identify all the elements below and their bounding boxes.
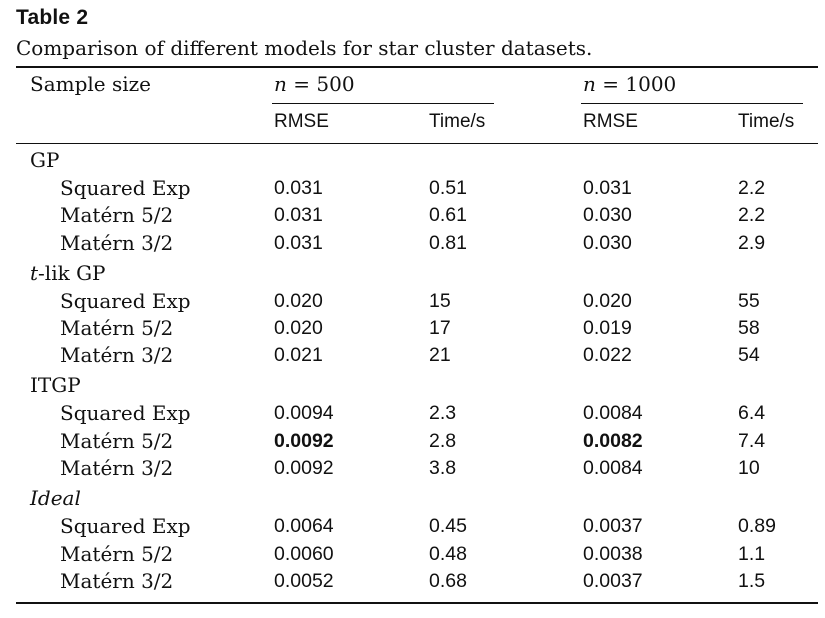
rmse-1000-best: 0.0082	[583, 430, 643, 452]
time-1000: 2.9	[738, 232, 766, 254]
header-rmse-1000: RMSE	[583, 111, 638, 132]
row-model: Matérn 5/2	[60, 542, 174, 566]
rmse-500: 0.020	[274, 317, 323, 339]
time-500: 2.8	[429, 430, 457, 452]
time-1000: 1.5	[738, 570, 766, 592]
time-500: 0.61	[429, 204, 467, 226]
rmse-500: 0.020	[274, 290, 323, 312]
table-caption: Comparison of different models for star …	[16, 36, 593, 60]
rmse-500: 0.0060	[274, 543, 334, 565]
row-model: Squared Exp	[60, 401, 191, 425]
table-figure: Table 2 Comparison of different models f…	[16, 0, 818, 618]
rmse-1000: 0.0037	[583, 570, 643, 592]
rmse-1000: 0.0037	[583, 515, 643, 537]
row-model: Matérn 3/2	[60, 569, 174, 593]
time-500: 15	[429, 290, 451, 312]
header-n-1000-value: = 1000	[595, 72, 677, 96]
rmse-500: 0.0092	[274, 457, 334, 479]
group-tlik-gp-label: t-lik GP	[30, 261, 106, 285]
time-500: 0.45	[429, 515, 467, 537]
time-500: 3.8	[429, 457, 457, 479]
row-model: Matérn 5/2	[60, 316, 174, 340]
bottom-rule	[16, 602, 818, 604]
header-time-1000: Time/s	[738, 111, 795, 132]
row-model: Matérn 3/2	[60, 343, 174, 367]
top-rule	[16, 66, 818, 68]
row-model: Squared Exp	[60, 176, 191, 200]
row-model: Matérn 3/2	[60, 456, 174, 480]
header-rmse-500: RMSE	[274, 111, 329, 132]
time-1000: 7.4	[738, 430, 766, 452]
header-time-500: Time/s	[429, 111, 486, 132]
group-tlik-var: t	[30, 261, 39, 285]
row-model: Matérn 5/2	[60, 429, 174, 453]
span-rule-n500	[272, 103, 494, 104]
time-1000: 0.89	[738, 515, 776, 537]
rmse-1000: 0.0038	[583, 543, 643, 565]
group-itgp-label: ITGP	[30, 373, 81, 397]
rmse-1000: 0.0084	[583, 402, 643, 424]
rmse-500: 0.031	[274, 232, 323, 254]
header-sample-size: Sample size	[30, 72, 152, 96]
rmse-1000: 0.022	[583, 344, 632, 366]
header-n-500-value: = 500	[286, 72, 355, 96]
time-1000: 6.4	[738, 402, 766, 424]
time-1000: 58	[738, 317, 760, 339]
time-500: 2.3	[429, 402, 457, 424]
time-500: 0.81	[429, 232, 467, 254]
group-tlik-rest: -lik GP	[38, 261, 106, 285]
rmse-1000: 0.030	[583, 232, 632, 254]
time-500: 0.51	[429, 177, 467, 199]
rmse-1000: 0.020	[583, 290, 632, 312]
header-n-1000: n = 1000	[583, 72, 676, 96]
time-500: 0.48	[429, 543, 467, 565]
time-1000: 54	[738, 344, 760, 366]
rmse-1000: 0.030	[583, 204, 632, 226]
time-500: 21	[429, 344, 451, 366]
time-1000: 10	[738, 457, 760, 479]
row-model: Matérn 5/2	[60, 203, 174, 227]
header-n-500: n = 500	[274, 72, 355, 96]
header-n-1000-var: n	[583, 72, 596, 96]
span-rule-n1000	[581, 103, 803, 104]
header-rule	[16, 143, 818, 144]
rmse-1000: 0.019	[583, 317, 632, 339]
row-model: Squared Exp	[60, 289, 191, 313]
time-1000: 2.2	[738, 204, 766, 226]
row-model: Matérn 3/2	[60, 231, 174, 255]
rmse-1000: 0.031	[583, 177, 632, 199]
time-500: 0.68	[429, 570, 467, 592]
time-1000: 55	[738, 290, 760, 312]
time-1000: 1.1	[738, 543, 766, 565]
group-ideal-label: Ideal	[30, 486, 81, 510]
rmse-500: 0.0064	[274, 515, 334, 537]
rmse-500: 0.021	[274, 344, 323, 366]
rmse-1000: 0.0084	[583, 457, 643, 479]
rmse-500: 0.031	[274, 204, 323, 226]
time-1000: 2.2	[738, 177, 766, 199]
rmse-500: 0.031	[274, 177, 323, 199]
table-title: Table 2	[16, 6, 89, 29]
header-n-500-var: n	[274, 72, 287, 96]
time-500: 17	[429, 317, 451, 339]
rmse-500: 0.0094	[274, 402, 334, 424]
group-gp-label: GP	[30, 148, 60, 172]
rmse-500: 0.0052	[274, 570, 334, 592]
rmse-500-best: 0.0092	[274, 430, 334, 452]
row-model: Squared Exp	[60, 514, 191, 538]
